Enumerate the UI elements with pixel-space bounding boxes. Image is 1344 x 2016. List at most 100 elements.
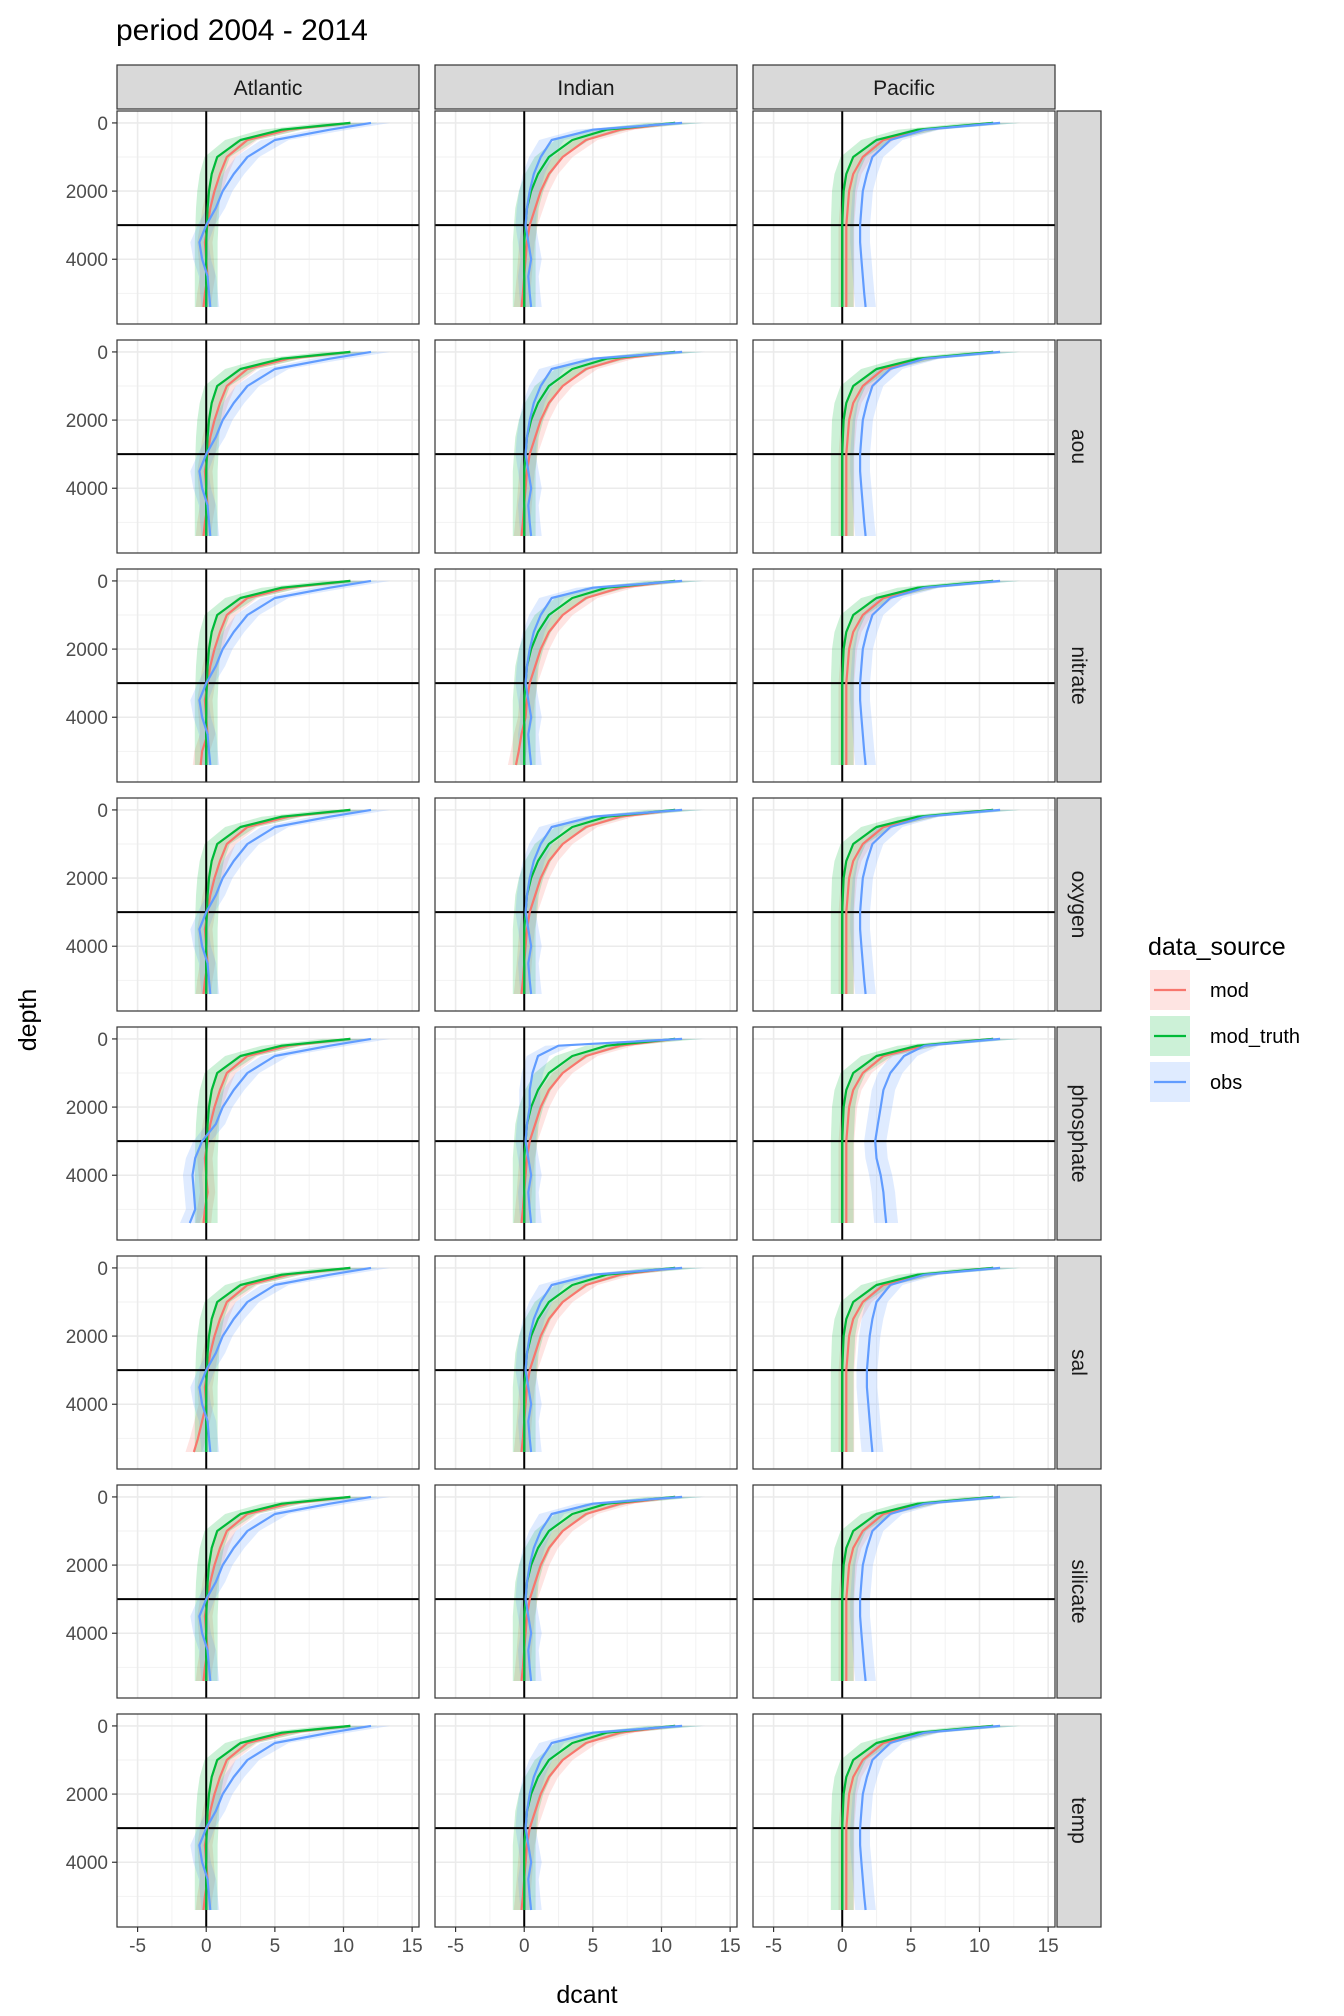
gridlines — [117, 1256, 419, 1469]
panel-background — [435, 111, 737, 324]
panel-border — [116, 797, 420, 1012]
line-obs — [198, 1266, 372, 1453]
panel-border — [116, 339, 420, 554]
panel-border — [752, 568, 1056, 783]
x-tick-label: 15 — [402, 1936, 423, 1957]
panel-border — [434, 568, 738, 783]
line-mod — [845, 1266, 994, 1452]
ribbon-mod_truth — [194, 580, 378, 765]
y-tick-label: 0 — [97, 114, 108, 135]
panel-data — [753, 1714, 1055, 1927]
panel-border — [434, 1026, 738, 1241]
y-tick-label: 4000 — [66, 1624, 108, 1645]
y-tick-label: 0 — [97, 572, 108, 593]
ribbon-mod — [513, 122, 692, 308]
y-tick-label: 2000 — [66, 411, 108, 432]
line-obs — [865, 1266, 1001, 1453]
facet-row-strip — [1056, 797, 1102, 1012]
gridlines — [435, 1714, 737, 1927]
panel-data — [753, 1027, 1055, 1240]
ribbon-mod_truth — [512, 351, 703, 536]
y-tick-label: 2000 — [66, 182, 108, 203]
ribbon-mod — [195, 1038, 367, 1223]
ribbon-obs — [515, 1725, 706, 1910]
facet-row-strip — [1056, 1026, 1102, 1241]
legend-item-obs: obs — [1150, 1062, 1242, 1102]
panel-background — [435, 1485, 737, 1698]
panel-background — [117, 340, 419, 553]
line-obs — [524, 1495, 683, 1682]
panel-data — [753, 1485, 1055, 1698]
line-mod — [514, 579, 676, 766]
line-obs — [858, 1495, 1001, 1682]
panel-data — [753, 340, 1055, 553]
panel-data — [753, 111, 1055, 324]
panel-border — [116, 1026, 420, 1241]
ribbon-mod_truth — [194, 1725, 378, 1910]
ribbon-obs — [515, 351, 706, 536]
gridlines — [753, 1714, 1055, 1927]
line-mod_truth — [841, 350, 994, 536]
y-tick-label: 4000 — [66, 1395, 108, 1416]
line-obs — [858, 121, 1001, 308]
ribbon-obs — [850, 1725, 1020, 1910]
line-mod_truth — [841, 121, 994, 307]
legend-title: data_source — [1148, 933, 1286, 961]
panel-data — [753, 1256, 1055, 1469]
panel-atlantic-phosphate — [116, 1026, 420, 1241]
panel-background — [117, 1256, 419, 1469]
x-tick-label: 15 — [720, 1936, 741, 1957]
facet-row-label: sal — [1067, 1349, 1090, 1376]
ribbon-obs — [515, 809, 706, 994]
x-tick-label: 0 — [201, 1936, 212, 1957]
panel-background — [117, 111, 419, 324]
panel-data — [435, 569, 737, 782]
y-tick-label: 2000 — [66, 1098, 108, 1119]
ribbon-obs — [515, 580, 706, 765]
y-tick-label: 0 — [97, 343, 108, 364]
panel-data — [435, 1485, 737, 1698]
ribbon-mod_truth — [194, 1267, 378, 1452]
panel-indian-temp — [434, 1713, 738, 1928]
panel-border — [116, 110, 420, 325]
panel-atlantic-oxygen — [116, 797, 420, 1012]
ribbon-mod_truth — [830, 1038, 1021, 1223]
panel-data — [435, 1714, 737, 1927]
line-obs — [198, 121, 372, 308]
ribbon-mod — [513, 1496, 692, 1681]
line-obs — [524, 1266, 683, 1453]
gridlines — [435, 1485, 737, 1698]
panel-border — [752, 110, 1056, 325]
y-tick-label: 0 — [97, 1717, 108, 1738]
y-tick-label: 0 — [97, 1488, 108, 1509]
gridlines — [753, 1485, 1055, 1698]
line-mod — [845, 1495, 994, 1681]
panel-background — [435, 1027, 737, 1240]
ribbon-mod_truth — [512, 1267, 703, 1452]
ribbon-obs — [856, 1267, 1020, 1452]
y-tick-label: 4000 — [66, 708, 108, 729]
ribbon-obs — [190, 351, 391, 536]
panel-border — [434, 110, 738, 325]
ribbon-obs — [180, 1038, 391, 1223]
panel-border — [116, 568, 420, 783]
panel-data — [435, 1027, 737, 1240]
panel-border — [434, 1255, 738, 1470]
ribbon-mod_truth — [194, 1496, 378, 1681]
line-obs — [858, 579, 1001, 766]
line-obs — [198, 808, 372, 995]
ribbon-obs — [190, 1496, 391, 1681]
ribbon-obs — [190, 1267, 391, 1452]
line-mod_truth — [205, 1495, 351, 1681]
panel-data — [117, 1256, 419, 1469]
ribbon-mod_truth — [830, 1496, 1021, 1681]
line-obs — [858, 1724, 1001, 1911]
panel-background — [753, 798, 1055, 1011]
facet-row-label: oxygen — [1067, 871, 1090, 939]
gridlines — [435, 1256, 737, 1469]
panel-background — [753, 569, 1055, 782]
facet-row-label: silicate — [1067, 1559, 1090, 1623]
ribbon-obs — [850, 580, 1020, 765]
line-obs — [524, 579, 683, 766]
ribbon-obs — [515, 1267, 706, 1452]
